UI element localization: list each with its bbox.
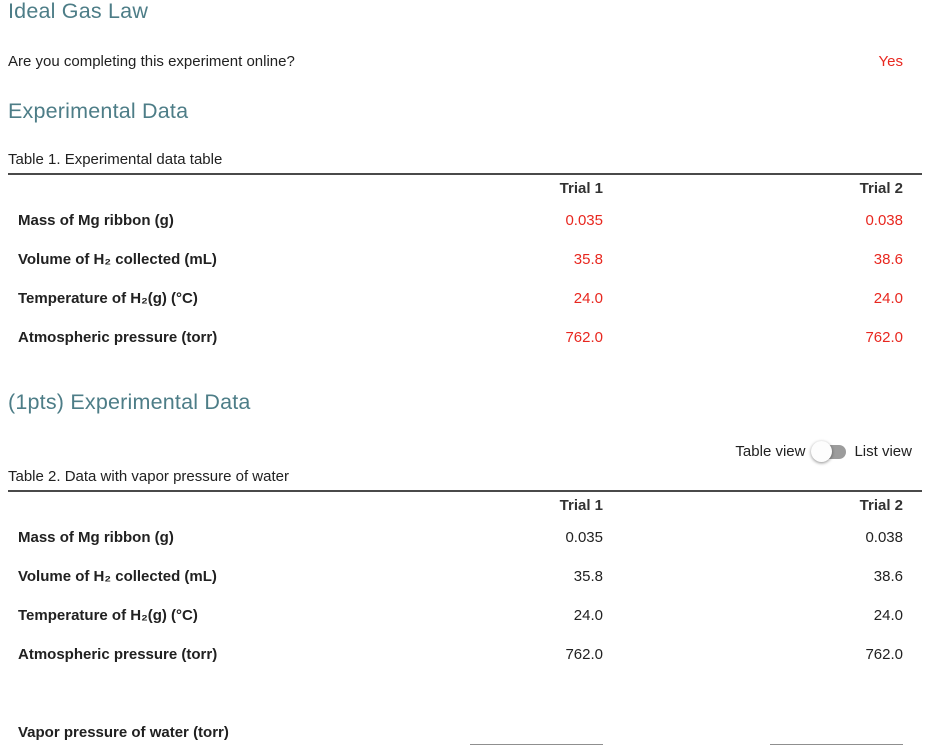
table2-pressure-trial2-value: 762.0	[865, 646, 903, 663]
toggle-thumb[interactable]	[811, 440, 833, 462]
table2: Trial 1 Trial 2 Mass of Mg ribbon (g) 0.…	[8, 492, 922, 752]
table1-corner-cell	[8, 175, 322, 201]
page-title: Ideal Gas Law	[8, 0, 149, 23]
table2-header-row: Trial 1 Trial 2	[8, 492, 922, 518]
section-heading-experimental-data: Experimental Data	[8, 99, 189, 123]
row-label-mass: Mass of Mg ribbon (g)	[18, 529, 174, 546]
table2-temperature-trial1-value: 24.0	[573, 607, 603, 624]
list-view-label: List view	[854, 442, 912, 460]
table2-volume-trial1-value: 35.8	[573, 568, 603, 585]
row-label-volume: Volume of H₂ collected (mL)	[18, 251, 217, 268]
table-row: Mass of Mg ribbon (g) 0.035 0.038	[8, 201, 922, 240]
table1-header-row: Trial 1 Trial 2	[8, 175, 922, 201]
table1-caption: Table 1. Experimental data table	[8, 151, 223, 168]
view-toggle-switch[interactable]	[811, 440, 848, 462]
row-label-temperature: Temperature of H₂(g) (°C)	[18, 290, 198, 307]
table1-col-trial2: Trial 2	[859, 179, 903, 197]
row-label-pressure: Atmospheric pressure (torr)	[18, 329, 218, 346]
row-label-pressure: Atmospheric pressure (torr)	[18, 646, 218, 663]
table1-pressure-trial1-value[interactable]: 762.0	[565, 329, 603, 346]
table-row: Atmospheric pressure (torr) 762.0 762.0	[8, 318, 922, 357]
table2-col-trial2: Trial 2	[859, 496, 903, 514]
table2-mass-trial1-value: 0.035	[565, 529, 603, 546]
table2-pressure-trial1-value: 762.0	[565, 646, 603, 663]
row-label-mass: Mass of Mg ribbon (g)	[18, 212, 174, 229]
table2-mass-trial2-value: 0.038	[865, 529, 903, 546]
table2-top-divider	[8, 490, 922, 492]
online-question-row: Are you completing this experiment onlin…	[8, 53, 922, 71]
table2-col-trial1: Trial 1	[559, 496, 603, 514]
row-label-volume: Volume of H₂ collected (mL)	[18, 568, 217, 585]
table1-temperature-trial1-value[interactable]: 24.0	[573, 290, 603, 307]
row-label-temperature: Temperature of H₂(g) (°C)	[18, 607, 198, 624]
table-row: Atmospheric pressure (torr) 762.0 762.0	[8, 635, 922, 674]
table1-volume-trial1-value[interactable]: 35.8	[573, 251, 603, 268]
table1-top-divider	[8, 173, 922, 175]
table2-temperature-trial2-value: 24.0	[873, 607, 903, 624]
question-label: Are you completing this experiment onlin…	[8, 53, 295, 70]
table2-corner-cell	[8, 492, 322, 518]
table-row: Temperature of H₂(g) (°C) 24.0 24.0	[8, 279, 922, 318]
table-row: Volume of H₂ collected (mL) 35.8 38.6	[8, 557, 922, 596]
table-row: Volume of H₂ collected (mL) 35.8 38.6	[8, 240, 922, 279]
section-heading-pts-experimental-data: (1pts) Experimental Data	[8, 390, 251, 414]
table2-caption: Table 2. Data with vapor pressure of wat…	[8, 468, 289, 485]
table2-spacer-row	[8, 674, 922, 713]
table2-volume-trial2-value: 38.6	[873, 568, 903, 585]
table1: Trial 1 Trial 2 Mass of Mg ribbon (g) 0.…	[8, 175, 922, 357]
table1-mass-trial1-value[interactable]: 0.035	[565, 212, 603, 229]
table1-mass-trial2-value[interactable]: 0.038	[865, 212, 903, 229]
question-answer[interactable]: Yes	[878, 53, 903, 70]
table-view-label: Table view	[735, 442, 806, 460]
table1-volume-trial2-value[interactable]: 38.6	[873, 251, 903, 268]
table1-pressure-trial2-value[interactable]: 762.0	[865, 329, 903, 346]
table1-col-trial1: Trial 1	[559, 179, 603, 197]
table-row: Temperature of H₂(g) (°C) 24.0 24.0	[8, 596, 922, 635]
table1-temperature-trial2-value[interactable]: 24.0	[873, 290, 903, 307]
view-toggle-row: Table view List view	[8, 439, 922, 463]
table-row: Mass of Mg ribbon (g) 0.035 0.038	[8, 518, 922, 557]
